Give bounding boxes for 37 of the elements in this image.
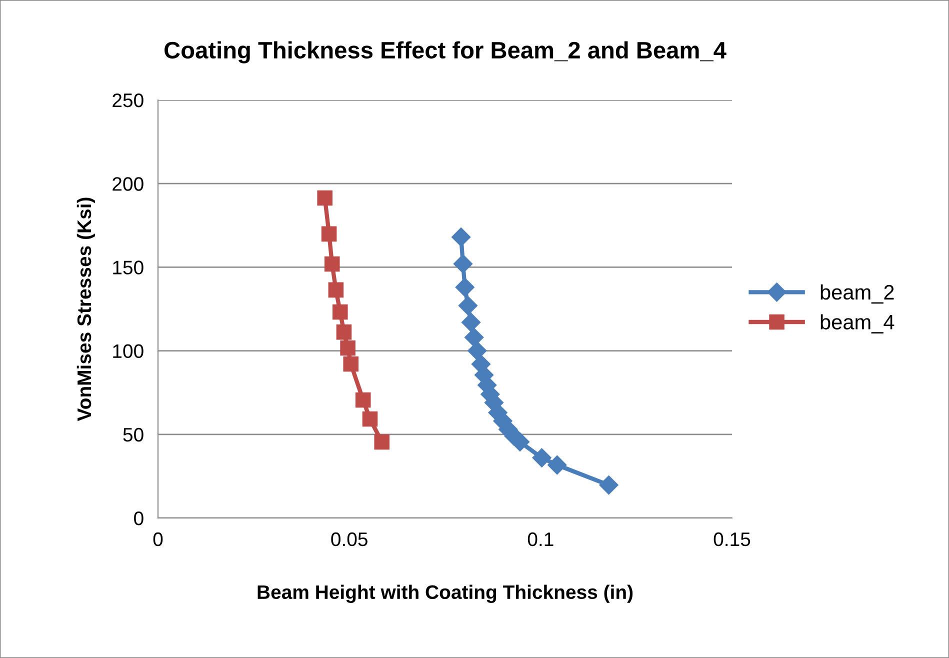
- point: [340, 340, 356, 356]
- x-axis-title: Beam Height with Coating Thickness (in): [258, 584, 633, 603]
- point: [332, 304, 348, 320]
- point: [468, 341, 487, 360]
- point: [374, 434, 390, 450]
- point: [362, 411, 378, 427]
- point: [510, 432, 530, 452]
- point: [324, 256, 340, 272]
- point: [532, 448, 552, 468]
- legend-label: beam_2: [820, 284, 894, 304]
- x-tick-label: 0: [153, 532, 163, 546]
- legend-label: beam_4: [820, 314, 894, 334]
- y-tick-label: 200: [112, 177, 144, 191]
- point: [336, 324, 352, 340]
- y-tick-label: 100: [113, 344, 144, 358]
- point: [599, 476, 618, 495]
- point: [355, 392, 371, 408]
- chart-title: Coating Thickness Effect for Beam_2 and Beam_4: [164, 41, 726, 64]
- point: [461, 312, 481, 332]
- point: [458, 296, 478, 316]
- point: [317, 190, 332, 206]
- x-tick-label: 0.1: [528, 532, 554, 546]
- x-tick-label: 0.05: [331, 532, 368, 546]
- point: [343, 356, 359, 372]
- point: [321, 226, 337, 242]
- point: [548, 455, 567, 475]
- x-tick-label: 0.15: [714, 532, 750, 546]
- point: [464, 328, 484, 347]
- point: [328, 282, 344, 298]
- y-tick-label: 150: [113, 260, 144, 274]
- point: [453, 254, 473, 274]
- point: [452, 228, 471, 247]
- point: [455, 278, 474, 297]
- y-tick-label: 250: [112, 93, 144, 108]
- y-tick-label: 0: [134, 511, 144, 526]
- y-tick-label: 50: [123, 428, 144, 442]
- y-axis-title: VonMises Stresses (Ksi): [76, 198, 96, 422]
